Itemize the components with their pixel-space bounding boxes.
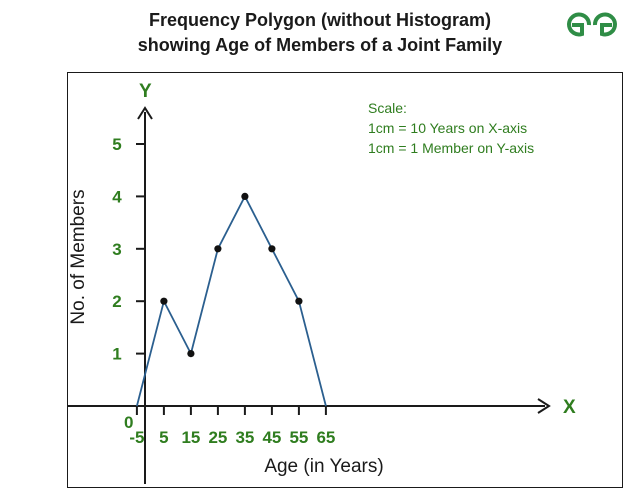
x-tick-label: 25 <box>208 428 227 447</box>
y-tick-label: 4 <box>112 187 122 206</box>
x-axis-letter: X <box>563 397 576 418</box>
x-tick-label: 5 <box>159 428 168 447</box>
frequency-polygon-line <box>136 194 327 407</box>
chart-frame <box>67 72 623 488</box>
scale-heading: Scale: <box>368 100 407 116</box>
x-tick-label: 55 <box>289 428 308 447</box>
y-tick-label: 2 <box>112 292 121 311</box>
y-tick-label: 3 <box>112 240 121 259</box>
scale-y: 1cm = 1 Member on Y-axis <box>368 140 535 156</box>
y-tick-label: 1 <box>112 345 121 364</box>
data-points <box>160 192 303 358</box>
data-point <box>241 192 249 200</box>
data-point <box>160 297 168 305</box>
x-ticks: -5 5 15 25 35 45 55 65 <box>129 406 335 447</box>
x-axis-title: Age (in Years) <box>264 456 384 477</box>
x-tick-label: 65 <box>316 428 335 447</box>
y-tick-label: 5 <box>112 135 121 154</box>
title-line-2: showing Age of Members of a Joint Family <box>137 35 503 55</box>
y-axis-letter: Y <box>139 81 152 102</box>
y-axis-arrow <box>137 106 153 120</box>
scale-note: Scale: 1cm = 10 Years on X-axis 1cm = 1 … <box>368 98 534 158</box>
x-tick-label: 45 <box>262 428 281 447</box>
data-point <box>214 245 222 253</box>
data-point <box>295 297 303 305</box>
x-tick-label: -5 <box>129 428 144 447</box>
data-point <box>187 350 195 358</box>
x-tick-label: 15 <box>181 428 200 447</box>
data-point <box>268 245 276 253</box>
scale-x: 1cm = 10 Years on X-axis <box>368 120 528 136</box>
x-axis-arrow <box>537 398 551 414</box>
geeksforgeeks-logo <box>567 12 617 37</box>
x-tick-label: 35 <box>235 428 254 447</box>
title-line-1: Frequency Polygon (without Histogram) <box>148 10 491 30</box>
y-ticks: 1 2 3 4 5 <box>112 135 145 364</box>
origin-label: 0 <box>124 413 133 432</box>
y-axis-title: No. of Members <box>68 189 89 325</box>
chart-title: Frequency Polygon (without Histogram) sh… <box>40 8 600 58</box>
